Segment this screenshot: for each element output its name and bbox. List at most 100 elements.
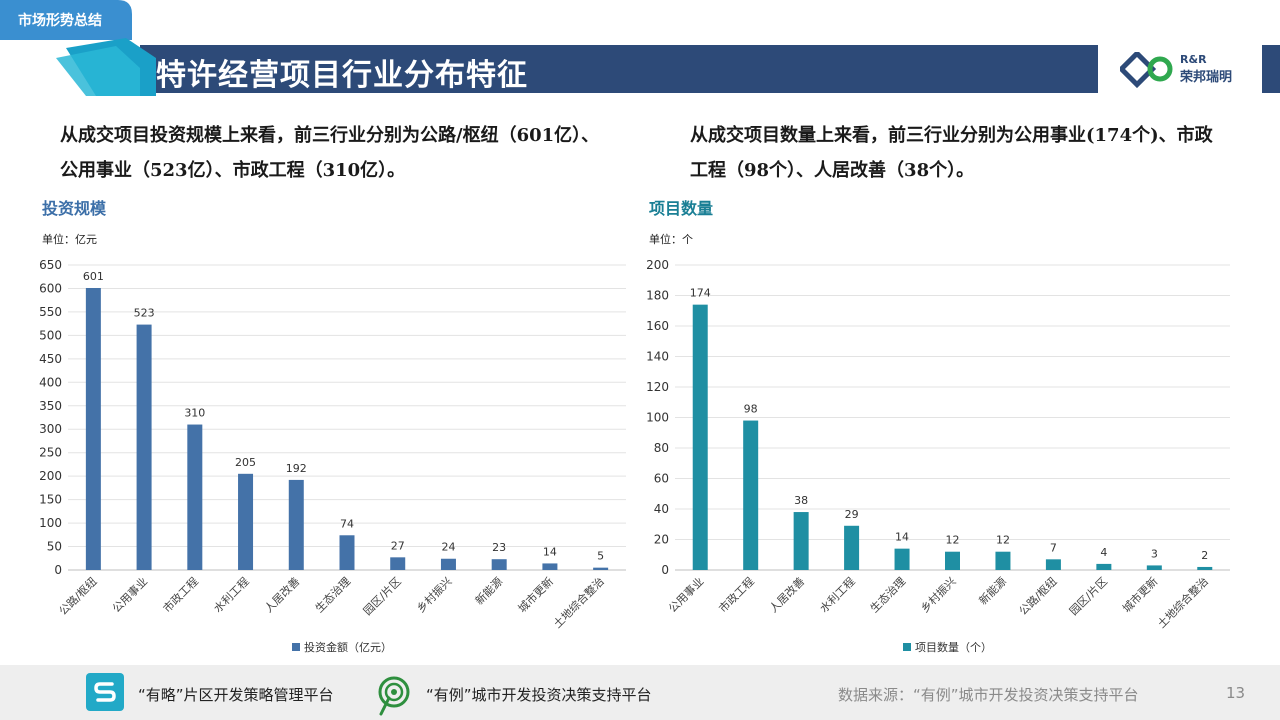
bar (542, 563, 558, 570)
x-tick-label: 土地综合整治 (550, 574, 607, 631)
footer-platform-1[interactable]: “有略”片区开发策略管理平台 (138, 686, 334, 704)
y-tick-label: 100 (39, 516, 62, 530)
y-tick-label: 550 (39, 305, 62, 319)
title-right-strip (1262, 45, 1280, 93)
bar (1045, 559, 1061, 570)
summary-right-line1: 从成交项目数量上来看，前三行业分别为公用事业(174个)、市政 (690, 125, 1213, 146)
data-label: 74 (340, 517, 354, 530)
y-tick-label: 120 (646, 380, 669, 394)
bar (1096, 563, 1112, 570)
bar (136, 324, 152, 570)
bar (187, 424, 203, 570)
x-tick-label: 新能源 (976, 574, 1009, 607)
data-label: 310 (184, 407, 205, 420)
x-tick-label: 城市更新 (1119, 574, 1160, 615)
y-tick-label: 150 (39, 493, 62, 507)
right-unit: 单位：个 (649, 233, 693, 246)
logo-text-en: R&R (1180, 53, 1207, 66)
bar (593, 567, 609, 570)
bar (844, 525, 860, 570)
bar (238, 473, 254, 570)
left-unit: 单位：亿元 (42, 233, 97, 246)
right-subtitle: 项目数量 (649, 199, 714, 218)
data-label: 12 (946, 534, 960, 547)
summary-left-line1: 从成交项目投资规模上来看，前三行业分别为公路/枢纽（601亿）、 (60, 125, 600, 146)
summary-left-line2: 公用事业（523亿）、市政工程（310亿）。 (60, 160, 406, 181)
y-tick-label: 140 (646, 350, 669, 364)
data-label: 7 (1050, 541, 1057, 554)
data-label: 523 (134, 307, 155, 320)
data-label: 14 (543, 545, 557, 558)
summary-right-line2: 工程（98个）、人居改善（38个）。 (690, 160, 975, 181)
bar (491, 559, 507, 570)
x-tick-label: 园区/片区 (361, 575, 404, 618)
section-tag-label: 市场形势总结 (18, 13, 102, 29)
legend-label: 项目数量（个） (915, 641, 992, 654)
data-label: 98 (744, 403, 758, 416)
investment-bar-chart: 0 50 100 150 200 250 300 350 400 450 500 550 600 650 6… (39, 258, 626, 654)
x-tick-label: 城市更新 (515, 574, 556, 615)
y-tick-label: 50 (47, 540, 62, 554)
y-tick-label: 20 (654, 533, 669, 547)
data-label: 205 (235, 456, 256, 469)
summary-right: 从成交项目数量上来看，前三行业分别为公用事业(174个)、市政 工程（98个）、… (690, 118, 1250, 188)
y-tick-label: 500 (39, 328, 62, 342)
page-number: 13 (1226, 684, 1246, 702)
company-logo-icon (1120, 52, 1173, 88)
bar (692, 304, 708, 570)
x-tick-label: 人居改善 (766, 574, 807, 615)
data-label: 192 (286, 462, 307, 475)
data-label: 174 (690, 287, 711, 300)
bar (288, 479, 304, 570)
data-source: 数据来源：“有例”城市开发投资决策支持平台 (838, 686, 1139, 704)
bar (339, 535, 355, 570)
data-label: 24 (441, 541, 455, 554)
y-tick-label: 350 (39, 399, 62, 413)
data-label: 5 (597, 550, 604, 563)
y-tick-label: 100 (646, 411, 669, 425)
bar (85, 287, 101, 570)
x-tick-label: 公用事业 (110, 575, 150, 615)
bar (743, 420, 759, 570)
y-tick-label: 0 (661, 563, 669, 577)
x-tick-label: 人居改善 (261, 574, 302, 615)
bar (1197, 566, 1213, 570)
x-tick-label: 公路/枢纽 (1016, 574, 1060, 618)
y-tick-label: 180 (646, 289, 669, 303)
bar (440, 558, 456, 570)
logo-text-cn: 荣邦瑞明 (1180, 70, 1233, 85)
data-label: 12 (996, 534, 1010, 547)
y-tick-label: 160 (646, 319, 669, 333)
x-tick-label: 乡村振兴 (414, 574, 455, 615)
x-tick-label: 水利工程 (817, 575, 857, 615)
x-tick-label: 园区/片区 (1067, 575, 1110, 618)
y-tick-label: 40 (654, 502, 669, 516)
x-tick-label: 市政工程 (716, 574, 757, 615)
data-label: 27 (391, 539, 405, 552)
bar (390, 557, 406, 570)
data-label: 38 (794, 494, 808, 507)
x-tick-label: 市政工程 (160, 574, 201, 615)
x-tick-label: 水利工程 (211, 575, 251, 615)
x-tick-label: 生态治理 (867, 574, 908, 615)
legend-swatch (903, 643, 911, 651)
bar (793, 512, 809, 570)
data-label: 3 (1151, 547, 1158, 560)
footer-bar (0, 665, 1280, 720)
y-tick-label: 650 (39, 258, 62, 272)
youli-platform-icon (378, 676, 410, 716)
y-tick-label: 80 (654, 441, 669, 455)
x-tick-label: 土地综合整治 (1154, 574, 1211, 631)
data-label: 4 (1100, 546, 1107, 559)
footer-platform-2[interactable]: “有例”城市开发投资决策支持平台 (426, 686, 652, 704)
y-tick-label: 60 (654, 472, 669, 486)
y-tick-label: 450 (39, 352, 62, 366)
left-subtitle: 投资规模 (42, 199, 107, 218)
data-label: 2 (1201, 549, 1208, 562)
summary-left: 从成交项目投资规模上来看，前三行业分别为公路/枢纽（601亿）、 公用事业（52… (60, 118, 640, 188)
legend-swatch (292, 643, 300, 651)
y-tick-label: 600 (39, 281, 62, 295)
y-tick-label: 200 (646, 258, 669, 272)
y-tick-label: 300 (39, 422, 62, 436)
data-label: 601 (83, 270, 104, 283)
